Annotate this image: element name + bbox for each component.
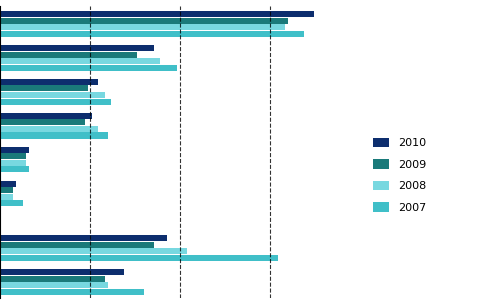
Bar [0, 79, 98, 85]
Bar [0, 181, 16, 187]
Bar [0, 194, 13, 200]
Bar [0, 147, 30, 153]
Bar [0, 153, 26, 159]
Bar [0, 11, 314, 17]
Bar [0, 160, 26, 166]
Bar [0, 58, 160, 64]
Bar [0, 255, 278, 261]
Bar [0, 92, 104, 98]
Bar [0, 119, 85, 125]
Bar [0, 248, 186, 254]
Bar [0, 98, 112, 105]
Bar [0, 289, 144, 295]
Bar [0, 65, 176, 71]
Bar [0, 85, 88, 92]
Legend: 2010, 2009, 2008, 2007: 2010, 2009, 2008, 2007 [373, 138, 426, 213]
Bar [0, 269, 124, 275]
Bar [0, 18, 288, 24]
Bar [0, 166, 30, 172]
Bar [0, 126, 98, 132]
Bar [0, 242, 154, 248]
Bar [0, 200, 23, 206]
Bar [0, 282, 108, 288]
Bar [0, 235, 167, 241]
Bar [0, 31, 304, 37]
Bar [0, 276, 104, 282]
Bar [0, 113, 92, 119]
Bar [0, 133, 108, 139]
Bar [0, 24, 284, 30]
Bar [0, 52, 138, 57]
Bar [0, 45, 154, 51]
Bar [0, 187, 13, 193]
